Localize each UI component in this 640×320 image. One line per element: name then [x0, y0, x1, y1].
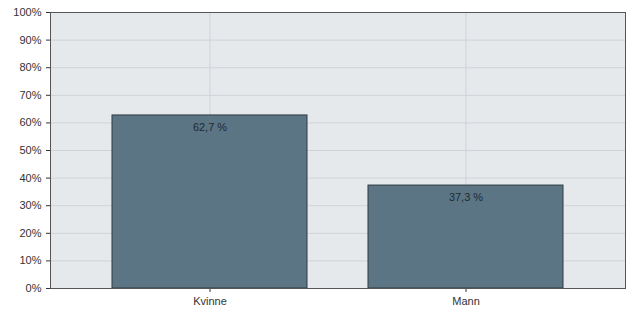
svg-text:60%: 60% [19, 116, 41, 128]
svg-text:0%: 0% [26, 282, 42, 294]
svg-text:40%: 40% [19, 172, 41, 184]
svg-text:30%: 30% [19, 199, 41, 211]
svg-text:70%: 70% [19, 89, 41, 101]
svg-text:62,7 %: 62,7 % [193, 121, 227, 133]
svg-text:100%: 100% [13, 6, 41, 18]
svg-text:37,3 %: 37,3 % [449, 191, 483, 203]
svg-text:90%: 90% [19, 34, 41, 46]
svg-text:20%: 20% [19, 227, 41, 239]
svg-text:80%: 80% [19, 61, 41, 73]
svg-text:10%: 10% [19, 254, 41, 266]
svg-text:50%: 50% [19, 144, 41, 156]
svg-text:Kvinne: Kvinne [193, 295, 227, 307]
svg-text:Mann: Mann [452, 295, 480, 307]
